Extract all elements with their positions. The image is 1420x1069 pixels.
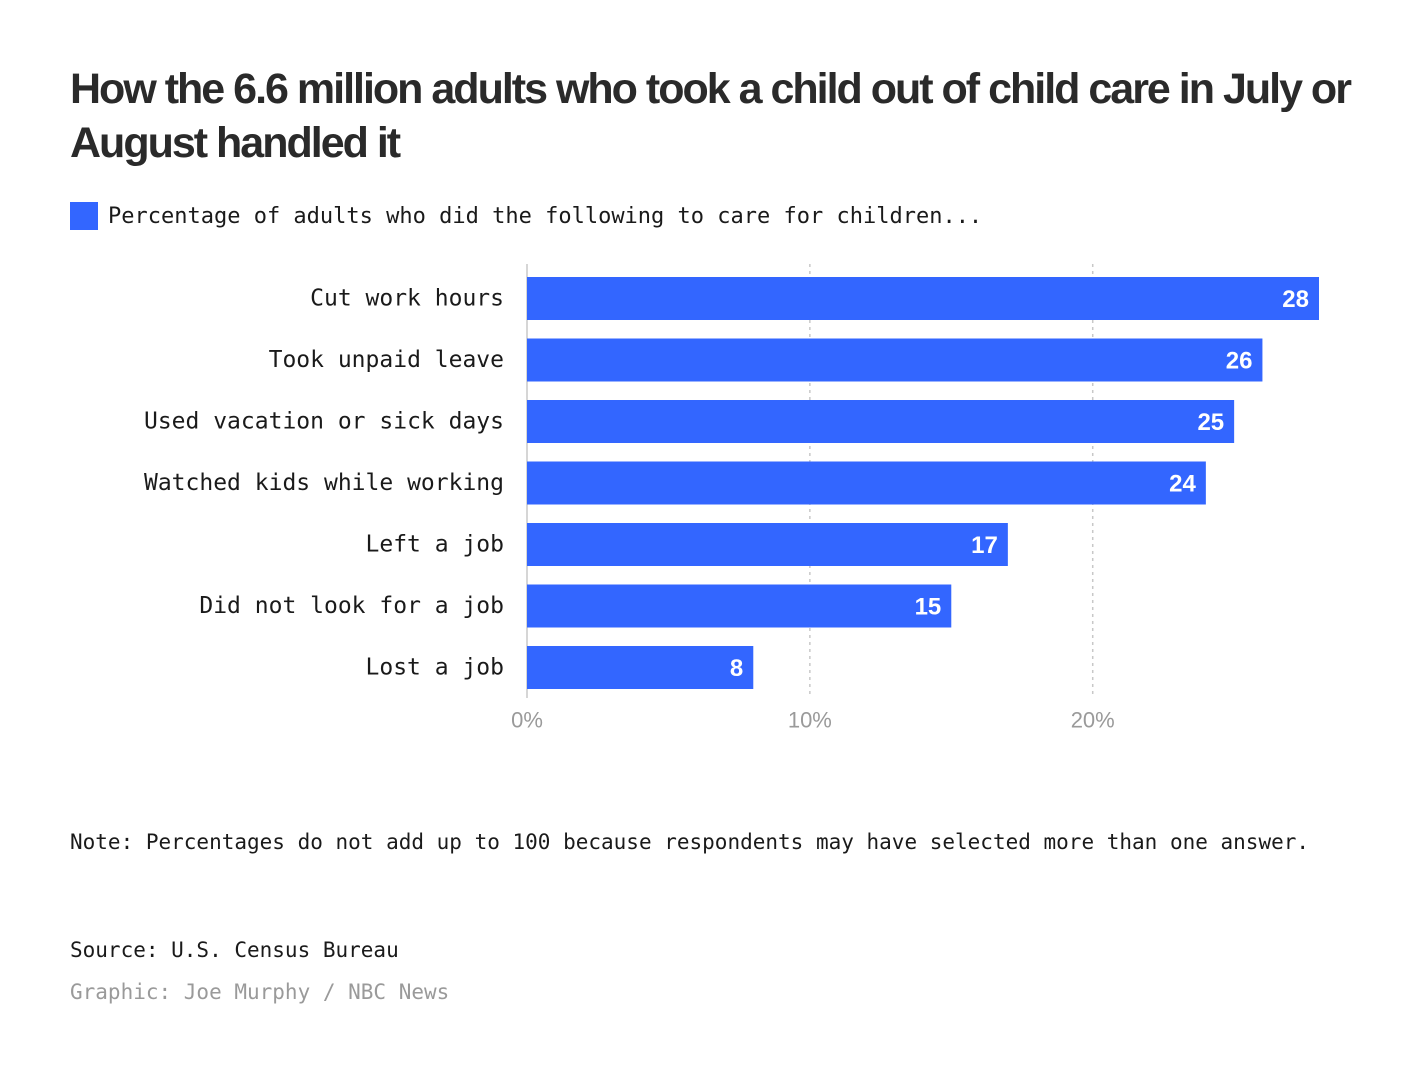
chart-source: Source: U.S. Census Bureau (70, 938, 399, 962)
bar (527, 523, 1008, 566)
value-label: 17 (971, 532, 998, 559)
category-label: Left a job (366, 532, 504, 558)
value-label: 8 (730, 655, 743, 682)
tick-label-layer: 0% 10% 20% (511, 708, 1115, 733)
category-label: Did not look for a job (199, 593, 504, 619)
category-label: Watched kids while working (144, 470, 504, 496)
value-label-layer: 28 26 25 24 17 15 8 (730, 286, 1309, 682)
legend: Percentage of adults who did the followi… (70, 202, 982, 230)
category-label-layer: Cut work hours Took unpaid leave Used vaca… (144, 286, 504, 681)
category-label: Lost a job (366, 655, 504, 681)
x-tick-label: 0% (511, 708, 543, 733)
bar (527, 400, 1235, 443)
bar (527, 277, 1319, 320)
legend-swatch (70, 202, 98, 230)
bar (527, 584, 952, 628)
category-label: Cut work hours (310, 286, 504, 312)
x-tick-label: 20% (1071, 708, 1115, 733)
category-label: Used vacation or sick days (144, 409, 504, 435)
bar (527, 646, 754, 689)
chart-note: Note: Percentages do not add up to 100 b… (70, 830, 1310, 854)
value-label: 28 (1282, 286, 1309, 313)
legend-label: Percentage of adults who did the followi… (108, 203, 983, 229)
value-label: 25 (1197, 409, 1224, 436)
value-label: 15 (915, 594, 942, 621)
category-label: Took unpaid leave (269, 347, 504, 373)
bar (527, 338, 1263, 382)
x-tick-label: 10% (788, 708, 832, 733)
bar-chart: Cut work hours Took unpaid leave Used vaca… (144, 264, 1319, 733)
chart-credit: Graphic: Joe Murphy / NBC News (70, 980, 450, 1004)
bar (527, 461, 1206, 505)
chart-title: How the 6.6 million adults who took a ch… (70, 65, 1352, 167)
bar-layer (527, 277, 1319, 689)
value-label: 26 (1226, 348, 1253, 375)
value-label: 24 (1169, 471, 1196, 498)
